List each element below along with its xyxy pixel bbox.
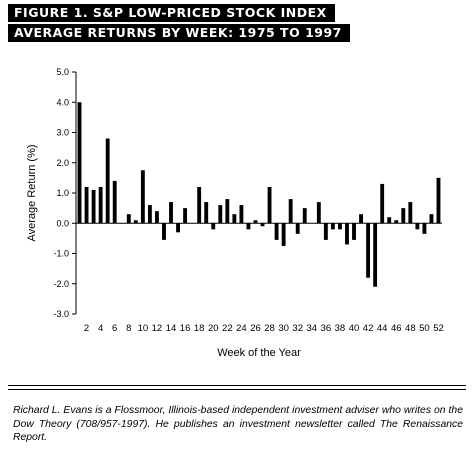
y-ticks-group: 5.0 4.0 3.0 2.0 1.0 0.0 -1.0 -2.0 -3.0 (53, 67, 76, 319)
author-caption: Richard L. Evans is a Flossmoor, Illinoi… (13, 405, 463, 444)
bar-week-22 (225, 199, 230, 224)
bar-week-40 (352, 223, 356, 240)
bar-week-47 (401, 208, 406, 224)
bar-week-52 (436, 177, 441, 224)
x-tick-label: 18 (194, 323, 205, 334)
x-tick-label: 28 (264, 323, 275, 334)
bar-week-18 (197, 186, 202, 224)
y-tick-label: 5.0 (56, 67, 69, 77)
x-tick-label: 30 (278, 323, 289, 334)
x-ticks-group: 2 4 6 8 10 12 14 16 18 20 22 24 26 28 30 32 34 36 38 40 42 44… (84, 323, 444, 334)
bar-week-43 (373, 223, 378, 287)
bar-week-42 (366, 223, 371, 278)
x-tick-label: 10 (138, 323, 149, 334)
y-tick-label: 2.0 (56, 158, 69, 168)
y-tick-label: -3.0 (53, 309, 69, 319)
x-tick-label: 24 (236, 323, 247, 334)
bar-chart: 5.04.03.02.01.00.0-1.0-2.0-3.0 2 4 6 8 10 12 1… (26, 67, 444, 359)
bar-week-51 (429, 214, 434, 224)
x-tick-label: 6 (112, 323, 117, 334)
bar-week-35 (316, 202, 321, 224)
bar-week-23 (232, 214, 237, 224)
x-tick-label: 52 (433, 323, 444, 334)
x-tick-label: 48 (405, 323, 416, 334)
figure-title: FIGURE 1. S&P LOW-PRICED STOCK INDEX (8, 4, 335, 22)
x-tick-label: 16 (180, 323, 191, 334)
x-tick-label: 50 (419, 323, 430, 334)
bar-week-41 (359, 214, 363, 224)
bar-week-5 (105, 138, 110, 224)
x-tick-label: 22 (222, 323, 233, 334)
y-tick-label: 1.0 (56, 188, 69, 198)
bar-week-25 (246, 223, 251, 230)
bar-week-6 (112, 180, 117, 224)
bar-week-10 (140, 170, 145, 224)
bar-week-37 (330, 223, 335, 230)
bar-week-30 (281, 223, 286, 246)
bar-week-27 (260, 223, 265, 227)
bar-week-14 (169, 202, 173, 224)
y-tick-label: 4.0 (56, 97, 69, 107)
x-tick-label: 26 (250, 323, 261, 334)
x-axis-label: Week of the Year (217, 347, 301, 359)
bar-week-16 (183, 208, 188, 224)
x-tick-label: 42 (363, 323, 374, 334)
y-tick-label: -1.0 (53, 249, 69, 259)
x-tick-label: 12 (152, 323, 163, 334)
bar-week-44 (380, 183, 385, 224)
bar-week-8 (126, 214, 131, 224)
x-tick-label: 2 (84, 323, 89, 334)
bar-week-31 (288, 199, 293, 224)
bar-week-15 (176, 223, 180, 233)
bar-week-4 (98, 186, 103, 224)
bar-week-46 (394, 220, 399, 224)
x-tick-label: 20 (208, 323, 219, 334)
x-tick-label: 32 (292, 323, 303, 334)
bars-group (77, 102, 441, 287)
y-tick-label: 0.0 (56, 218, 69, 228)
bar-week-49 (415, 223, 420, 230)
x-tick-label: 8 (126, 323, 131, 334)
bar-week-28 (267, 186, 272, 224)
caption-top-rule (8, 385, 466, 386)
bar-week-20 (211, 223, 216, 230)
bar-week-3 (91, 189, 96, 224)
caption-top-rule-2 (8, 389, 466, 390)
bar-week-48 (408, 202, 413, 224)
bar-week-36 (323, 223, 328, 240)
figure-subtitle: AVERAGE RETURNS BY WEEK: 1975 TO 1997 (8, 24, 350, 42)
x-tick-label: 14 (166, 323, 177, 334)
bar-week-9 (133, 220, 138, 224)
bar-week-24 (239, 205, 244, 224)
y-tick-label: 3.0 (56, 128, 69, 138)
bar-week-39 (345, 223, 349, 245)
x-tick-label: 34 (307, 323, 318, 334)
bar-week-33 (302, 208, 307, 224)
bar-week-21 (218, 205, 223, 224)
bar-week-38 (338, 223, 342, 230)
bar-week-26 (253, 220, 258, 224)
bar-week-1 (77, 102, 82, 224)
bar-week-50 (422, 223, 427, 234)
y-axis-label: Average Return (%) (26, 144, 38, 241)
x-tick-label: 40 (349, 323, 360, 334)
bar-week-13 (162, 223, 166, 240)
x-tick-label: 36 (321, 323, 332, 334)
x-tick-label: 38 (335, 323, 346, 334)
bar-week-19 (204, 202, 209, 224)
bar-week-32 (295, 223, 300, 234)
bar-week-11 (147, 205, 152, 224)
x-tick-label: 44 (377, 323, 388, 334)
bar-week-2 (84, 186, 89, 224)
x-tick-label: 4 (98, 323, 103, 334)
bar-week-12 (155, 211, 159, 224)
bar-week-45 (387, 217, 392, 224)
y-tick-label: -2.0 (53, 279, 69, 289)
bar-week-29 (274, 223, 279, 240)
x-tick-label: 46 (391, 323, 402, 334)
